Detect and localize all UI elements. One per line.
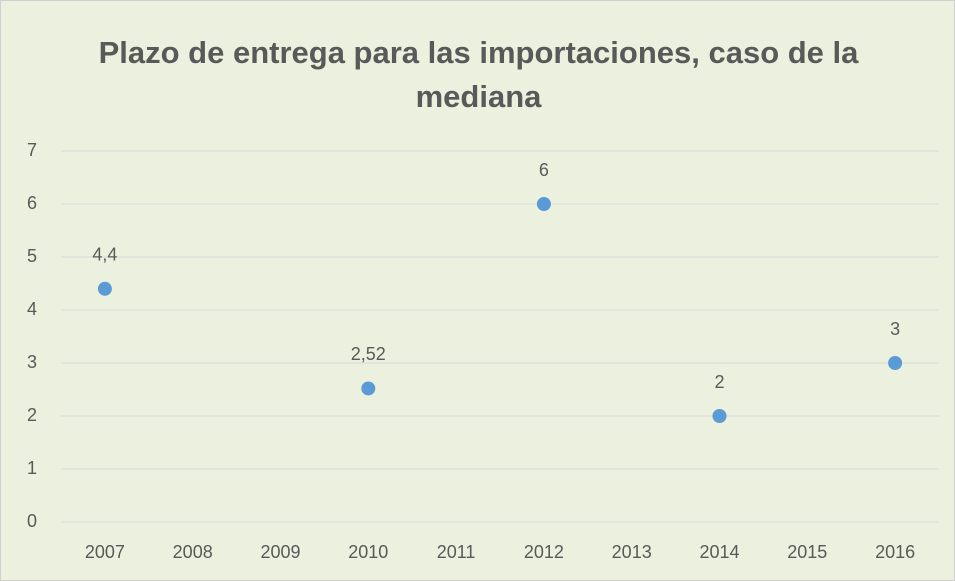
x-tick-label: 2010 <box>348 542 388 562</box>
x-tick-label: 2013 <box>612 542 652 562</box>
y-tick-label: 1 <box>27 458 37 478</box>
x-tick-label: 2008 <box>173 542 213 562</box>
data-point <box>536 197 551 211</box>
x-tick-label: 2016 <box>875 542 915 562</box>
y-tick-label: 3 <box>27 352 37 372</box>
y-tick-label: 5 <box>27 246 37 266</box>
y-tick-label: 2 <box>27 405 37 425</box>
y-tick-label: 0 <box>27 511 37 531</box>
y-tick-label: 6 <box>27 193 37 213</box>
x-tick-label: 2009 <box>260 542 300 562</box>
x-tick-label: 2012 <box>524 542 564 562</box>
data-point <box>888 356 903 370</box>
data-label: 2,52 <box>351 344 386 364</box>
data-label: 2 <box>714 372 724 392</box>
data-label: 3 <box>890 319 900 339</box>
y-tick-label: 7 <box>27 140 37 160</box>
data-label: 6 <box>539 160 549 180</box>
y-tick-label: 4 <box>27 299 37 319</box>
data-point <box>361 381 376 396</box>
chart-title: Plazo de entrega para las importaciones,… <box>98 35 859 114</box>
x-tick-label: 2014 <box>699 542 739 562</box>
data-label: 4,4 <box>92 245 117 265</box>
x-tick-label: 2011 <box>437 542 476 562</box>
x-tick-label: 2015 <box>787 542 827 562</box>
x-tick-label: 2007 <box>85 542 125 562</box>
data-point <box>97 281 112 296</box>
data-point <box>712 409 727 423</box>
